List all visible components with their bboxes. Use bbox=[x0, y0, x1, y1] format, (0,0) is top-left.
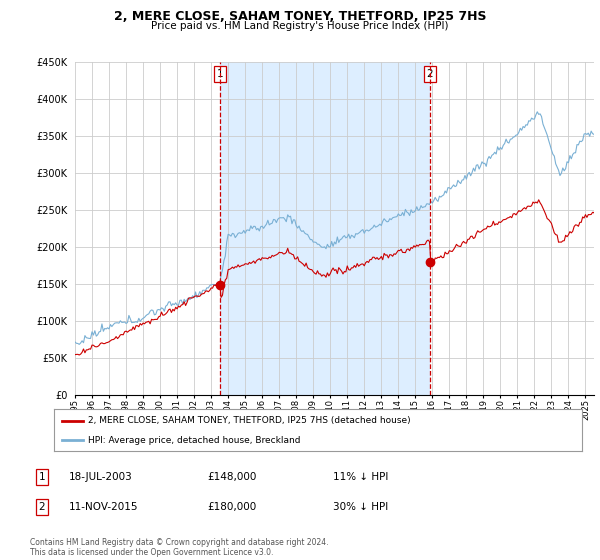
Text: 2: 2 bbox=[38, 502, 46, 512]
Text: 1: 1 bbox=[38, 472, 46, 482]
Bar bbox=[220, 62, 430, 395]
Text: Contains HM Land Registry data © Crown copyright and database right 2024.
This d: Contains HM Land Registry data © Crown c… bbox=[30, 538, 329, 557]
Text: £148,000: £148,000 bbox=[207, 472, 256, 482]
Text: £180,000: £180,000 bbox=[207, 502, 256, 512]
Text: HPI: Average price, detached house, Breckland: HPI: Average price, detached house, Brec… bbox=[88, 436, 301, 445]
Text: 1: 1 bbox=[217, 69, 224, 79]
Text: 2: 2 bbox=[427, 69, 433, 79]
Text: 2, MERE CLOSE, SAHAM TONEY, THETFORD, IP25 7HS (detached house): 2, MERE CLOSE, SAHAM TONEY, THETFORD, IP… bbox=[88, 416, 411, 425]
Text: 2, MERE CLOSE, SAHAM TONEY, THETFORD, IP25 7HS: 2, MERE CLOSE, SAHAM TONEY, THETFORD, IP… bbox=[114, 10, 486, 23]
Text: 11% ↓ HPI: 11% ↓ HPI bbox=[333, 472, 388, 482]
Text: 30% ↓ HPI: 30% ↓ HPI bbox=[333, 502, 388, 512]
Text: Price paid vs. HM Land Registry's House Price Index (HPI): Price paid vs. HM Land Registry's House … bbox=[151, 21, 449, 31]
Text: 18-JUL-2003: 18-JUL-2003 bbox=[69, 472, 133, 482]
Text: 11-NOV-2015: 11-NOV-2015 bbox=[69, 502, 139, 512]
